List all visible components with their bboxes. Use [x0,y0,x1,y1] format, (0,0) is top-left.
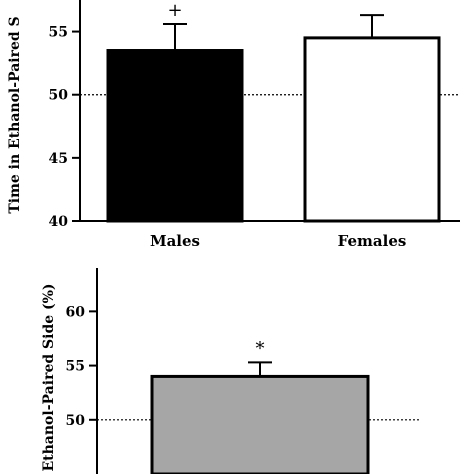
top-significance-0: + [167,0,182,21]
top-y-axis-label: Time in Ethanol-Paired S [7,16,23,213]
top-y-tick-label: 45 [49,151,68,167]
top-y-tick-label: 50 [49,88,69,104]
bottom-y-tick-label: 60 [66,304,86,320]
bottom-significance-0: * [256,338,265,359]
bottom-y-axis-label: n Ethanol-Paired Side (%) [41,283,57,474]
top-y-tick-label: 40 [49,214,69,230]
bottom-y-tick-label: 50 [66,413,86,429]
top-bar-1 [303,36,441,223]
top-chart: Time in Ethanol-Paired S 40 45 50 55 + Males F… [7,0,460,250]
bottom-bar-0 [150,374,370,474]
top-category-label-0: Males [150,232,200,250]
top-bar-0 [106,49,244,223]
top-category-label-1: Females [338,232,407,250]
top-y-tick-label: 55 [49,25,68,41]
bottom-y-tick-label: 55 [66,359,85,375]
bottom-chart: n Ethanol-Paired Side (%) 50 55 60 * [41,268,421,474]
